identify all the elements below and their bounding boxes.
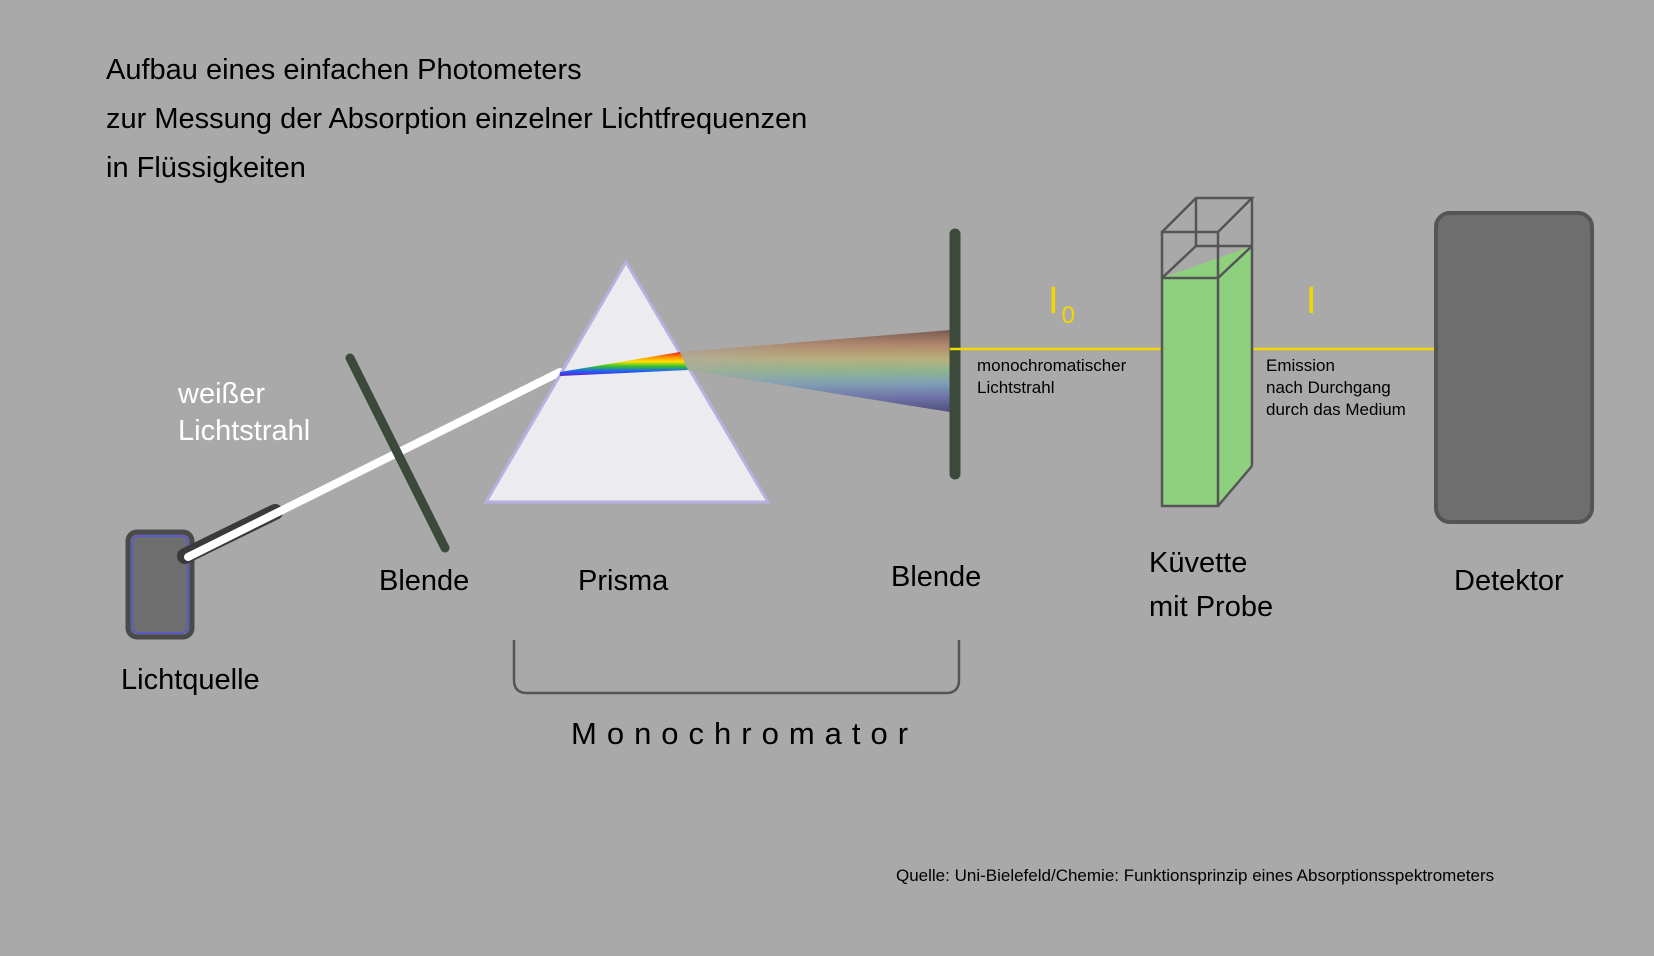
title-line-1: Aufbau eines einfachen Photometers (106, 54, 582, 86)
prism (483, 259, 771, 504)
prism-label: Prisma (578, 565, 669, 597)
emission-line2: nach Durchgang (1266, 378, 1391, 397)
emission-line3: durch das Medium (1266, 400, 1406, 419)
light-source-housing (125, 529, 195, 640)
cuvette-outline (1160, 196, 1256, 508)
emission-label: Emission nach Durchgang durch das Medium (1266, 355, 1406, 421)
cuvette-label: Küvette mit Probe (1149, 541, 1273, 629)
emission-line1: Emission (1266, 356, 1335, 375)
monochromatic-line2: Lichtstrahl (977, 378, 1055, 397)
white-beam-label-line1: weißer (178, 378, 266, 410)
aperture-1 (345, 353, 450, 553)
prism-dispersion (560, 352, 688, 376)
aperture-2-label: Blende (891, 561, 982, 593)
title-line-3: in Flüssigkeiten (106, 152, 306, 184)
detector-label: Detektor (1454, 565, 1564, 597)
intensity-out-label: I (1306, 280, 1317, 322)
detector-box (1434, 211, 1594, 524)
monochromatic-line1: monochromatischer (977, 356, 1127, 375)
monochromator-label: Monochromator (571, 716, 919, 751)
aperture-1-label: Blende (379, 565, 470, 597)
source-credit: Quelle: Uni-Bielefeld/Chemie: Funktionsp… (896, 866, 1495, 885)
monochromatic-beam-label: monochromatischer Lichtstrahl (977, 355, 1126, 399)
intensity-in-symbol: I (1048, 280, 1059, 322)
white-beam-label-line2: Lichtstrahl (178, 415, 311, 447)
intensity-in-subscript: 0 (1061, 302, 1075, 329)
title-line-2: zur Messung der Absorption einzelner Lic… (106, 103, 808, 135)
white-beam (184, 368, 564, 561)
white-beam-label: weißer Lichtstrahl (178, 376, 310, 450)
monochromator-bracket (512, 640, 961, 695)
light-source-label: Lichtquelle (121, 664, 260, 696)
cuvette-label-line1: Küvette (1149, 547, 1248, 579)
cuvette-label-line2: mit Probe (1149, 591, 1274, 623)
cuvette-liquid (1162, 246, 1252, 506)
